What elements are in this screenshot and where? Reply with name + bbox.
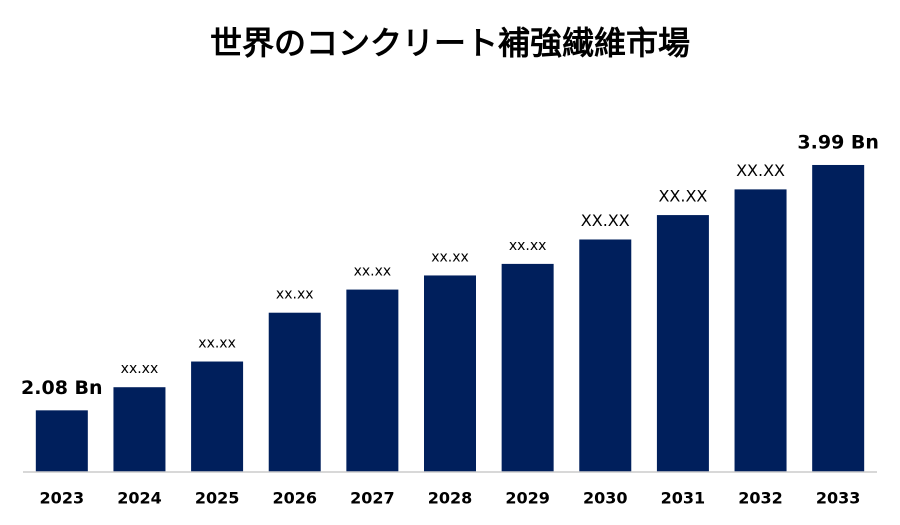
chart-title: 世界のコンクリート補強繊維市場	[210, 24, 690, 62]
x-tick-label: 2033	[816, 489, 861, 508]
value-label: 2.08 Bn	[21, 377, 103, 399]
bar	[268, 312, 321, 472]
bar	[113, 387, 166, 472]
value-label: xx.xx	[354, 264, 392, 280]
x-tick-label: 2028	[428, 489, 473, 508]
value-label: xx.xx	[121, 361, 159, 377]
bar	[812, 164, 865, 472]
value-label: xx.xx	[431, 249, 469, 265]
value-label: 3.99 Bn	[797, 131, 879, 153]
value-label: xx.xx	[198, 336, 236, 352]
value-label: xx.xx	[509, 238, 547, 254]
bar	[734, 189, 787, 472]
x-tick-label: 2031	[661, 489, 706, 508]
bar	[579, 239, 632, 472]
x-tick-label: 2032	[738, 489, 783, 508]
bar	[35, 410, 88, 472]
x-tick-label: 2023	[40, 489, 85, 508]
x-tick-label: 2027	[350, 489, 395, 508]
value-label: XX.XX	[581, 211, 630, 230]
bar	[501, 263, 554, 472]
bar	[424, 275, 476, 472]
x-tick-label: 2026	[272, 489, 317, 508]
x-tick-label: 2030	[583, 489, 628, 508]
bar	[656, 215, 709, 473]
bar	[346, 289, 399, 472]
value-label: XX.XX	[658, 187, 707, 206]
x-tick-label: 2024	[117, 489, 162, 508]
value-label: XX.XX	[736, 161, 785, 180]
x-tick-label: 2029	[505, 489, 550, 508]
x-tick-label: 2025	[195, 489, 240, 508]
value-label: xx.xx	[276, 287, 314, 303]
bar	[191, 361, 244, 472]
